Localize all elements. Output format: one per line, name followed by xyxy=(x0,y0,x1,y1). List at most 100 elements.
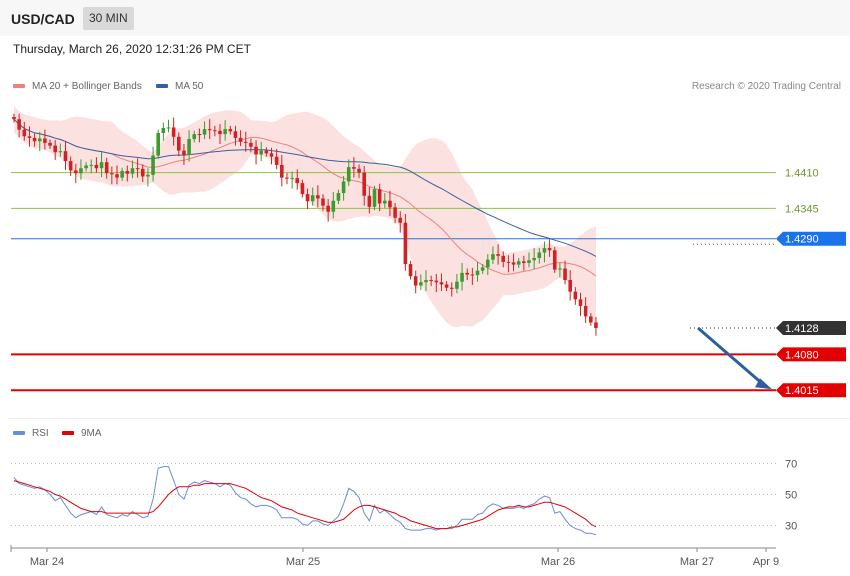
candle xyxy=(264,150,269,154)
candle xyxy=(94,164,99,169)
ma50-label: MA 50 xyxy=(175,81,204,92)
candle xyxy=(563,268,567,281)
candle xyxy=(393,207,397,218)
candle xyxy=(346,167,351,182)
candle xyxy=(352,167,356,169)
candle xyxy=(388,200,392,208)
candle xyxy=(516,261,521,265)
candle xyxy=(310,195,315,202)
candle xyxy=(223,129,227,135)
price-tag-1: 1.4345 xyxy=(785,203,819,215)
rsi-tick-label: 30 xyxy=(785,521,797,533)
candle xyxy=(285,177,289,179)
candle xyxy=(522,261,526,263)
candle xyxy=(480,267,485,271)
candle xyxy=(74,170,78,174)
candle xyxy=(527,260,531,263)
candle xyxy=(362,172,366,196)
candle xyxy=(130,168,135,174)
candle xyxy=(63,151,68,162)
candle xyxy=(568,280,572,292)
ma9-label: 9MA xyxy=(81,428,102,439)
rsi-label: RSI xyxy=(32,428,49,439)
candle xyxy=(12,116,16,120)
candle xyxy=(439,282,444,285)
candle xyxy=(48,142,52,146)
candle xyxy=(470,274,475,276)
candle xyxy=(300,183,305,195)
rsi-line xyxy=(13,466,597,536)
legend-ma50: MA 50 xyxy=(156,81,203,92)
candle xyxy=(434,280,439,283)
candle xyxy=(197,134,202,136)
candle xyxy=(491,254,495,260)
candle xyxy=(583,305,588,317)
ma20-label: MA 20 + Bollinger Bands xyxy=(32,81,142,92)
candle xyxy=(578,299,583,306)
projection-arrow-line xyxy=(697,326,764,386)
candle xyxy=(269,153,274,157)
candle xyxy=(336,193,341,201)
ma20-swatch xyxy=(13,84,25,89)
candle xyxy=(460,272,464,282)
projection-arrow-head xyxy=(755,378,772,390)
candle xyxy=(280,164,284,178)
candle xyxy=(331,200,336,212)
candle xyxy=(99,162,104,169)
candle xyxy=(151,155,155,175)
candle xyxy=(17,119,21,130)
candle xyxy=(218,130,222,135)
candle xyxy=(202,129,207,135)
candle xyxy=(501,255,506,262)
rsi-swatch xyxy=(13,431,25,436)
candle xyxy=(166,127,171,129)
legend-ma20: MA 20 + Bollinger Bands xyxy=(13,81,142,92)
candles xyxy=(12,113,598,336)
candle xyxy=(449,287,454,289)
rsi-tick-label: 70 xyxy=(785,459,797,471)
candle xyxy=(115,174,119,178)
time-tick-label: Mar 27 xyxy=(680,556,714,568)
candle xyxy=(249,142,253,147)
price-tag-bg-2 xyxy=(776,231,846,246)
candle xyxy=(383,200,387,204)
candle xyxy=(254,146,258,155)
candle xyxy=(171,127,176,137)
candle xyxy=(161,128,166,133)
candle xyxy=(475,270,480,276)
candle xyxy=(413,276,418,286)
candle xyxy=(496,254,500,256)
candle xyxy=(79,168,83,174)
ma50-swatch xyxy=(156,84,168,89)
candle xyxy=(182,150,186,155)
candle xyxy=(424,280,428,283)
candle xyxy=(140,168,145,177)
candle xyxy=(558,268,562,270)
price-tag-bg-5 xyxy=(776,383,846,398)
candle xyxy=(228,129,233,132)
time-tick-label: Mar 26 xyxy=(541,556,575,568)
chart-header: USD/CAD 30 MIN xyxy=(0,0,850,36)
candle xyxy=(552,250,557,270)
candle xyxy=(547,248,552,251)
candle xyxy=(321,198,325,206)
time-tick-label: Mar 25 xyxy=(286,556,320,568)
candle xyxy=(537,252,542,259)
price-tag-2: 1.4290 xyxy=(785,234,819,246)
candle xyxy=(455,281,459,289)
candle xyxy=(357,168,361,173)
candle xyxy=(377,189,382,204)
candle xyxy=(243,141,248,143)
legend-9ma: 9MA xyxy=(62,428,102,439)
candle xyxy=(156,132,160,156)
candle xyxy=(403,222,408,265)
candle xyxy=(233,131,238,138)
price-tag-bg-4 xyxy=(776,347,846,362)
chart-datetime: Thursday, March 26, 2020 12:31:26 PM CET xyxy=(13,42,251,56)
candle xyxy=(429,280,433,282)
candle xyxy=(192,134,197,140)
candle xyxy=(542,248,547,253)
timeframe-button[interactable]: 30 MIN xyxy=(83,7,134,30)
candle xyxy=(238,137,243,142)
